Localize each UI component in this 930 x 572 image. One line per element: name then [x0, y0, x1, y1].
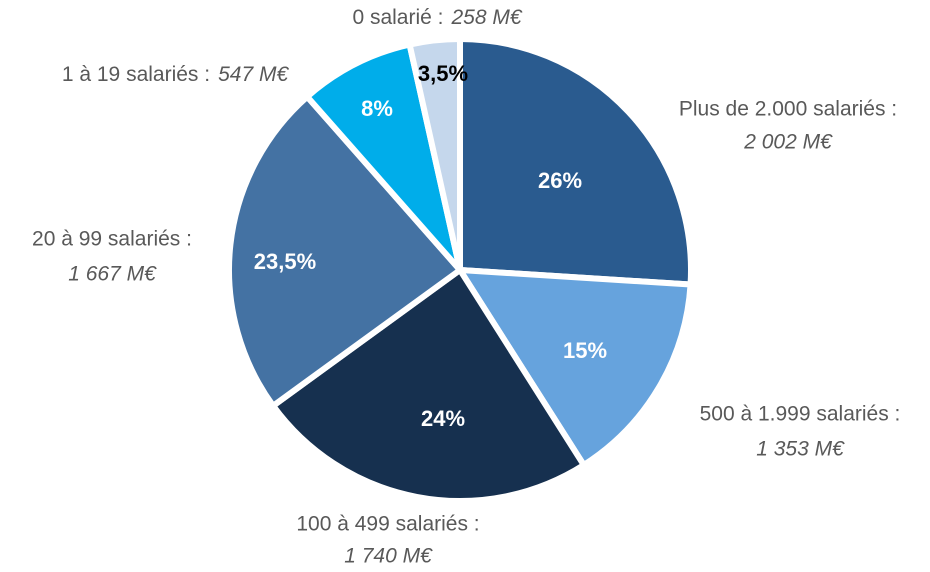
amount-label: 1 667 M€: [68, 263, 157, 286]
category-label: 500 à 1.999 salariés :: [700, 403, 901, 426]
pie-slice: [457, 36, 694, 288]
value-label: 24%: [421, 406, 465, 431]
amount-label: 547 M€: [218, 63, 289, 86]
category-label: 0 salarié :: [352, 6, 443, 29]
pie-slice: [226, 93, 463, 409]
category-label: Plus de 2.000 salariés :: [679, 98, 897, 121]
amount-label: 258 M€: [451, 6, 523, 29]
pie-slice: [270, 267, 587, 504]
category-label: 20 à 99 salariés :: [32, 228, 192, 251]
category-label: 1 à 19 salariés :: [62, 63, 210, 86]
amount-label: 1 353 M€: [756, 438, 845, 461]
pie-slice: [457, 267, 694, 469]
value-label: 3,5%: [418, 61, 468, 86]
category-label: 100 à 499 salariés :: [296, 513, 479, 536]
pie-slice: [406, 36, 463, 273]
category-label-line: 1 à 19 salariés : 547 M€: [62, 63, 290, 86]
value-label: 8%: [361, 96, 393, 121]
amount-label: 1 740 M€: [344, 545, 433, 568]
category-label-line: 0 salarié : 258 M€: [352, 6, 522, 29]
value-label: 15%: [563, 338, 607, 363]
amount-label: 2 002 M€: [743, 131, 833, 154]
value-label: 23,5%: [254, 249, 316, 274]
value-label: 26%: [538, 168, 582, 193]
